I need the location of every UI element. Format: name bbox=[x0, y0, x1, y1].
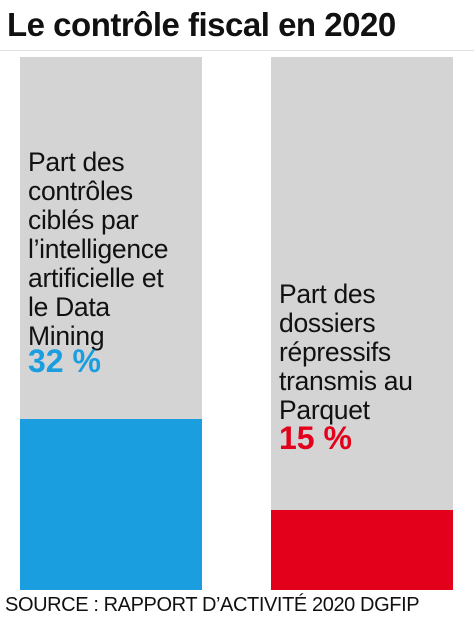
bar-label-line: Part des bbox=[279, 279, 376, 309]
bar-label-line: Part des bbox=[28, 147, 125, 177]
source-note: SOURCE : RAPPORT D’ACTIVITÉ 2020 DGFIP bbox=[5, 594, 420, 616]
bar-label-ai-controls: Part des contrôles ciblés par l’intelligenc… bbox=[28, 148, 218, 351]
bar-label-line: l’intelligence bbox=[28, 234, 169, 264]
chart-title: Le contrôle fiscal en 2020 bbox=[7, 6, 396, 43]
bar-track-ai-controls: Part des contrôles ciblés par l’intelligenc… bbox=[20, 57, 202, 590]
bar-label-line: le Data bbox=[28, 292, 110, 322]
bar-label-line: transmis au bbox=[279, 366, 413, 396]
bar-label-line: artificielle et bbox=[28, 263, 164, 293]
bar-label-line: Parquet bbox=[279, 395, 370, 425]
bar-label-line: contrôles bbox=[28, 176, 133, 206]
bar-repressive-files bbox=[271, 510, 453, 590]
bar-ai-controls bbox=[20, 419, 202, 590]
bar-label-line: dossiers bbox=[279, 308, 376, 338]
bar-label-repressive-files: Part des dossiers répressifs transmis au Par… bbox=[279, 280, 469, 425]
bar-label-line: Mining bbox=[28, 321, 105, 351]
bar-value-ai-controls: 32 % bbox=[28, 343, 101, 379]
title-divider bbox=[0, 50, 474, 51]
bar-label-line: ciblés par bbox=[28, 205, 139, 235]
bar-label-line: répressifs bbox=[279, 337, 391, 367]
bar-track-repressive-files: Part des dossiers répressifs transmis au Par… bbox=[271, 57, 453, 590]
bar-value-repressive-files: 15 % bbox=[279, 420, 352, 456]
